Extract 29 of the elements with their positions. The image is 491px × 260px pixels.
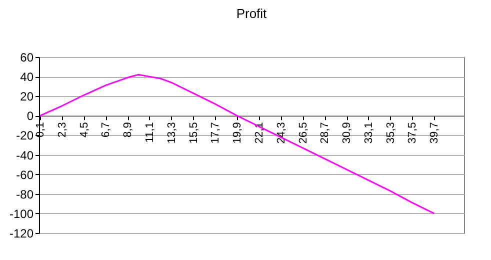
y-tick-label: 0 [26,109,34,124]
chart-title: Profit [236,6,268,21]
x-tick-label: 28,7 [319,122,332,144]
y-tick-label: 20 [20,90,34,104]
y-tick-label: -80 [16,187,34,202]
y-tick-label: 60 [20,50,34,64]
x-tick-label: 19,9 [232,122,244,144]
x-tick-label: 13,3 [166,122,178,144]
x-tick-label: 15,5 [188,122,200,144]
y-tick-label: 40 [20,70,34,84]
x-tick-label: 8,9 [122,122,134,138]
x-tick-label: 17,7 [210,122,222,144]
x-tick-label: 4,5 [78,122,90,138]
x-tick-label: 11,1 [144,122,156,143]
x-tick-label: 22,1 [253,122,266,144]
x-tick-label: 2,3 [56,122,68,138]
y-tick-label: -60 [16,168,34,182]
x-tick-label: 39,7 [428,122,441,144]
y-tick-label: -100 [9,206,34,221]
y-tick-label: -120 [9,226,34,240]
y-tick-label: -40 [16,148,34,162]
x-tick-label: 33,1 [362,122,375,144]
x-tick-label: 37,5 [406,122,419,144]
y-tick-label: -20 [16,128,34,143]
x-tick-label: 35,3 [384,122,397,144]
x-tick-label: 6,7 [100,122,112,138]
x-tick-label: 26,5 [297,122,310,144]
x-tick-label: 24,3 [275,122,288,144]
x-tick-label: 30,9 [341,122,354,144]
